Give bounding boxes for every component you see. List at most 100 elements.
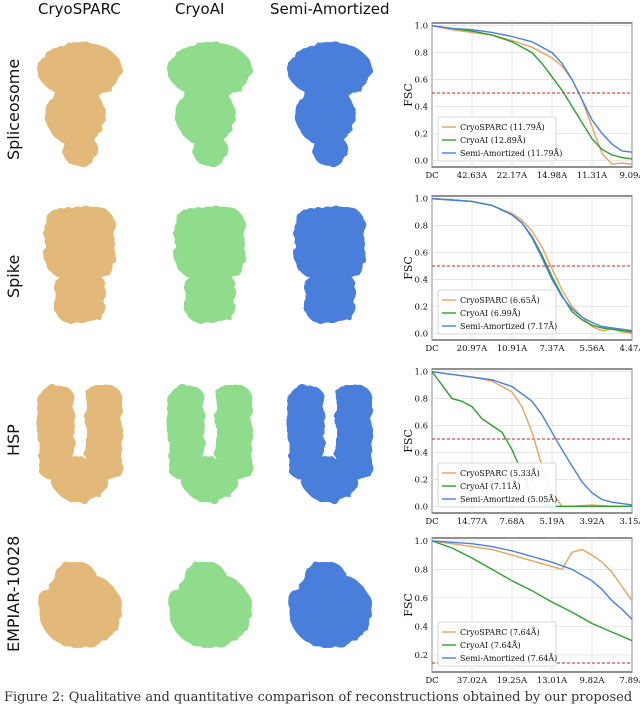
legend-label: CryoAI (12.89Å) — [460, 136, 526, 145]
figure-caption: Figure 2: Qualitative and quantitative c… — [4, 690, 633, 705]
density-map-spliceosome-semi-amortized — [288, 42, 372, 166]
density-map-spike-semi-amortized — [295, 207, 365, 322]
y-tick-label: 0.2 — [414, 302, 428, 312]
legend-label: Semi-Amortized (7.17Å) — [460, 322, 557, 331]
column-header-cryoai: CryoAI — [175, 0, 225, 18]
x-tick-label: 13.01A — [537, 676, 568, 686]
y-tick-label: 0.0 — [414, 502, 428, 512]
fsc-panel-empiar: 0.2 0.4 0.6 0.8 1.0 DC 37.02A 19.25A 13.01A 9.82A… — [400, 530, 640, 694]
legend-label: CryoAI (7.11Å) — [460, 482, 521, 491]
y-tick-label: 0.0 — [414, 329, 428, 339]
x-tick-label: 5.19A — [539, 517, 565, 527]
fsc-chart-0: 0.0 0.2 0.4 0.6 0.8 1.0 DC 42.63A 22.17A 14.98A 11… — [402, 22, 640, 181]
x-tick-label: 14.77A — [457, 517, 488, 527]
series-line-1 — [431, 25, 633, 160]
y-tick-label: 0.4 — [414, 448, 428, 458]
y-tick-label: 0.4 — [414, 102, 428, 112]
series-line-0 — [431, 540, 633, 602]
x-tick-label: 10.91A — [497, 344, 528, 354]
y-tick-label: 1.0 — [414, 22, 428, 32]
y-tick-label: 0.8 — [414, 49, 428, 59]
x-tick-label: DC — [425, 517, 438, 527]
y-axis-label: FSC — [402, 83, 415, 107]
legend-label: CryoSPARC (11.79Å) — [460, 123, 545, 132]
x-tick-label: DC — [425, 344, 438, 354]
series-line-0 — [431, 25, 633, 166]
legend-label: Semi-Amortized (7.64Å) — [460, 654, 557, 663]
y-tick-label: 0.6 — [414, 76, 428, 86]
x-tick-label: 14.98A — [537, 171, 568, 181]
y-axis-label: FSC — [402, 256, 415, 280]
y-axis-label: FSC — [402, 593, 415, 617]
y-tick-label: 0.4 — [414, 622, 428, 632]
x-tick-label: 7.37A — [539, 344, 565, 354]
density-map-spike-cryoai — [175, 207, 245, 322]
series-line-2 — [431, 540, 633, 620]
legend-label: CryoAI (7.64Å) — [460, 641, 521, 650]
legend-label: CryoSPARC (6.65Å) — [460, 296, 540, 305]
y-tick-label: 0.8 — [414, 222, 428, 232]
y-tick-label: 0.2 — [414, 475, 428, 485]
fsc-chart-3: 0.2 0.4 0.6 0.8 1.0 DC 37.02A 19.25A 13.01A 9.82A… — [402, 537, 640, 686]
y-tick-label: 0.8 — [414, 395, 428, 405]
legend-label: Semi-Amortized (11.79Å) — [460, 149, 562, 158]
x-tick-label: 3.15A — [619, 517, 640, 527]
x-tick-label: 22.17A — [497, 171, 528, 181]
y-axis-label: FSC — [402, 429, 415, 453]
x-tick-label: 11.31A — [577, 171, 608, 181]
series-line-2 — [431, 25, 633, 153]
density-map-empiar-cryoai — [168, 561, 252, 648]
density-map-empiar-semi-amortized — [288, 561, 372, 648]
y-tick-label: 0.6 — [414, 249, 428, 259]
density-thumbnails — [38, 42, 372, 648]
x-tick-label: 42.63A — [457, 171, 488, 181]
fsc-panel-spliceosome: 0.0 0.2 0.4 0.6 0.8 1.0 DC 42.63A 22.17A 14.98A 11… — [400, 15, 640, 189]
y-tick-label: 0.0 — [414, 156, 428, 166]
legend-box — [437, 116, 557, 162]
y-tick-label: 1.0 — [414, 195, 428, 205]
y-tick-label: 0.8 — [414, 565, 428, 575]
x-tick-label: 3.92A — [579, 517, 605, 527]
x-tick-label: 5.56A — [579, 344, 605, 354]
legend-label: CryoSPARC (7.64Å) — [460, 628, 540, 637]
y-tick-label: 0.4 — [414, 275, 428, 285]
x-tick-label: 9.09A — [619, 171, 640, 181]
density-map-hsp-semi-amortized — [288, 385, 372, 502]
series-line-1 — [431, 540, 633, 642]
fsc-chart-1: 0.0 0.2 0.4 0.6 0.8 1.0 DC 20.97A 10.91A 7.37A 5.5… — [402, 195, 640, 354]
legend-label: Semi-Amortized (5.05Å) — [460, 495, 557, 504]
x-tick-label: 37.02A — [457, 676, 488, 686]
density-map-spliceosome-cryosparc — [38, 42, 122, 166]
y-tick-label: 1.0 — [414, 368, 428, 378]
legend-box — [437, 289, 557, 335]
fsc-panel-spike: 0.0 0.2 0.4 0.6 0.8 1.0 DC 20.97A 10.91A 7.37A 5.5… — [400, 188, 640, 362]
density-map-hsp-cryosparc — [38, 385, 122, 502]
y-tick-label: 0.6 — [414, 594, 428, 604]
x-tick-label: DC — [425, 171, 438, 181]
fsc-panel-hsp: 0.0 0.2 0.4 0.6 0.8 1.0 DC 14.77A 7.68A 5.19A 3.92… — [400, 361, 640, 535]
column-header-semi-amortized: Semi-Amortized — [270, 0, 390, 18]
fsc-chart-2: 0.0 0.2 0.4 0.6 0.8 1.0 DC 14.77A 7.68A 5.19A 3.92… — [402, 368, 640, 527]
series-line-2 — [431, 371, 633, 506]
x-tick-label: 9.82A — [579, 676, 605, 686]
legend-box — [437, 462, 557, 508]
density-map-hsp-cryoai — [168, 385, 252, 502]
legend-label: CryoAI (6.99Å) — [460, 309, 521, 318]
y-tick-label: 0.2 — [414, 651, 428, 661]
column-header-cryosparc: CryoSPARC — [38, 0, 121, 18]
x-tick-label: 7.89A — [619, 676, 640, 686]
y-tick-label: 0.2 — [414, 129, 428, 139]
density-map-empiar-cryosparc — [38, 561, 122, 648]
y-tick-label: 1.0 — [414, 537, 428, 547]
legend-label: CryoSPARC (5.33Å) — [460, 469, 540, 478]
density-map-spliceosome-cryoai — [168, 42, 252, 166]
legend-box — [437, 621, 557, 667]
x-tick-label: 4.47A — [619, 344, 640, 354]
x-tick-label: 20.97A — [457, 344, 488, 354]
x-tick-label: DC — [425, 676, 438, 686]
series-line-2 — [431, 198, 633, 332]
series-line-1 — [431, 371, 632, 508]
density-map-spike-cryosparc — [45, 207, 115, 322]
x-tick-label: 7.68A — [499, 517, 525, 527]
y-tick-label: 0.6 — [414, 422, 428, 432]
